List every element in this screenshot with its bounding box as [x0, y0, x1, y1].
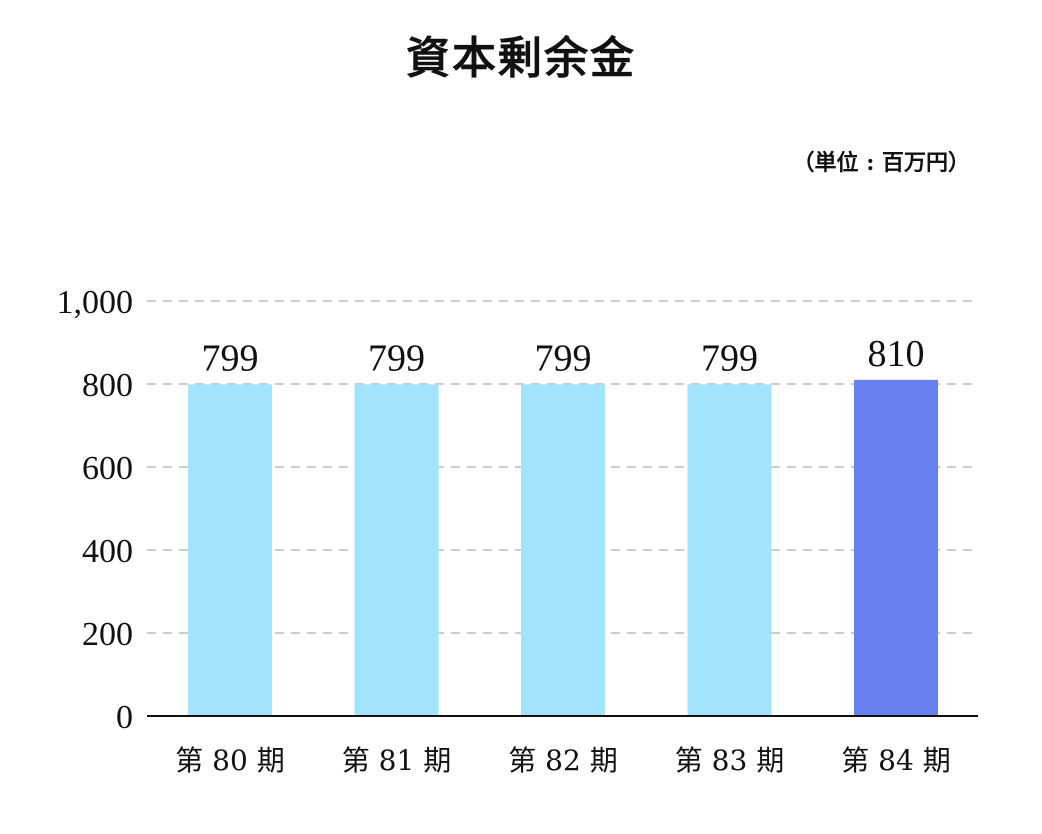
- bar: [687, 384, 772, 716]
- x-category-label: 第 81 期: [342, 744, 451, 777]
- data-label: 810: [868, 333, 925, 375]
- y-tick-label: 400: [82, 533, 133, 570]
- bar: [521, 384, 605, 716]
- x-category-label: 第 80 期: [175, 744, 284, 777]
- y-tick-label: 200: [82, 616, 133, 653]
- y-tick-label: 0: [116, 699, 133, 736]
- y-axis-ticks: 0 200 400 600 800 1,000: [57, 284, 134, 736]
- y-tick-label: 800: [82, 367, 133, 404]
- data-label: 799: [368, 337, 425, 379]
- x-category-label: 第 83 期: [675, 744, 784, 777]
- chart-title: 資本剰余金: [406, 33, 636, 84]
- x-category-label: 第 82 期: [508, 744, 617, 777]
- y-tick-label: 600: [82, 450, 133, 487]
- data-label: 799: [535, 337, 592, 379]
- y-tick-label: 1,000: [57, 284, 134, 321]
- data-label: 799: [202, 337, 259, 379]
- data-label: 799: [701, 337, 758, 379]
- bars: [188, 379, 938, 716]
- unit-label: （単位 : 百万円）: [792, 150, 970, 176]
- bar: [354, 384, 439, 716]
- data-labels: 799 799 799 799 810: [202, 333, 925, 380]
- x-category-label: 第 84 期: [841, 744, 950, 777]
- gridlines: [147, 300, 978, 634]
- bar: [854, 379, 938, 716]
- bar: [188, 384, 272, 716]
- x-axis-categories: 第 80 期 第 81 期 第 82 期 第 83 期 第 84 期: [175, 744, 950, 777]
